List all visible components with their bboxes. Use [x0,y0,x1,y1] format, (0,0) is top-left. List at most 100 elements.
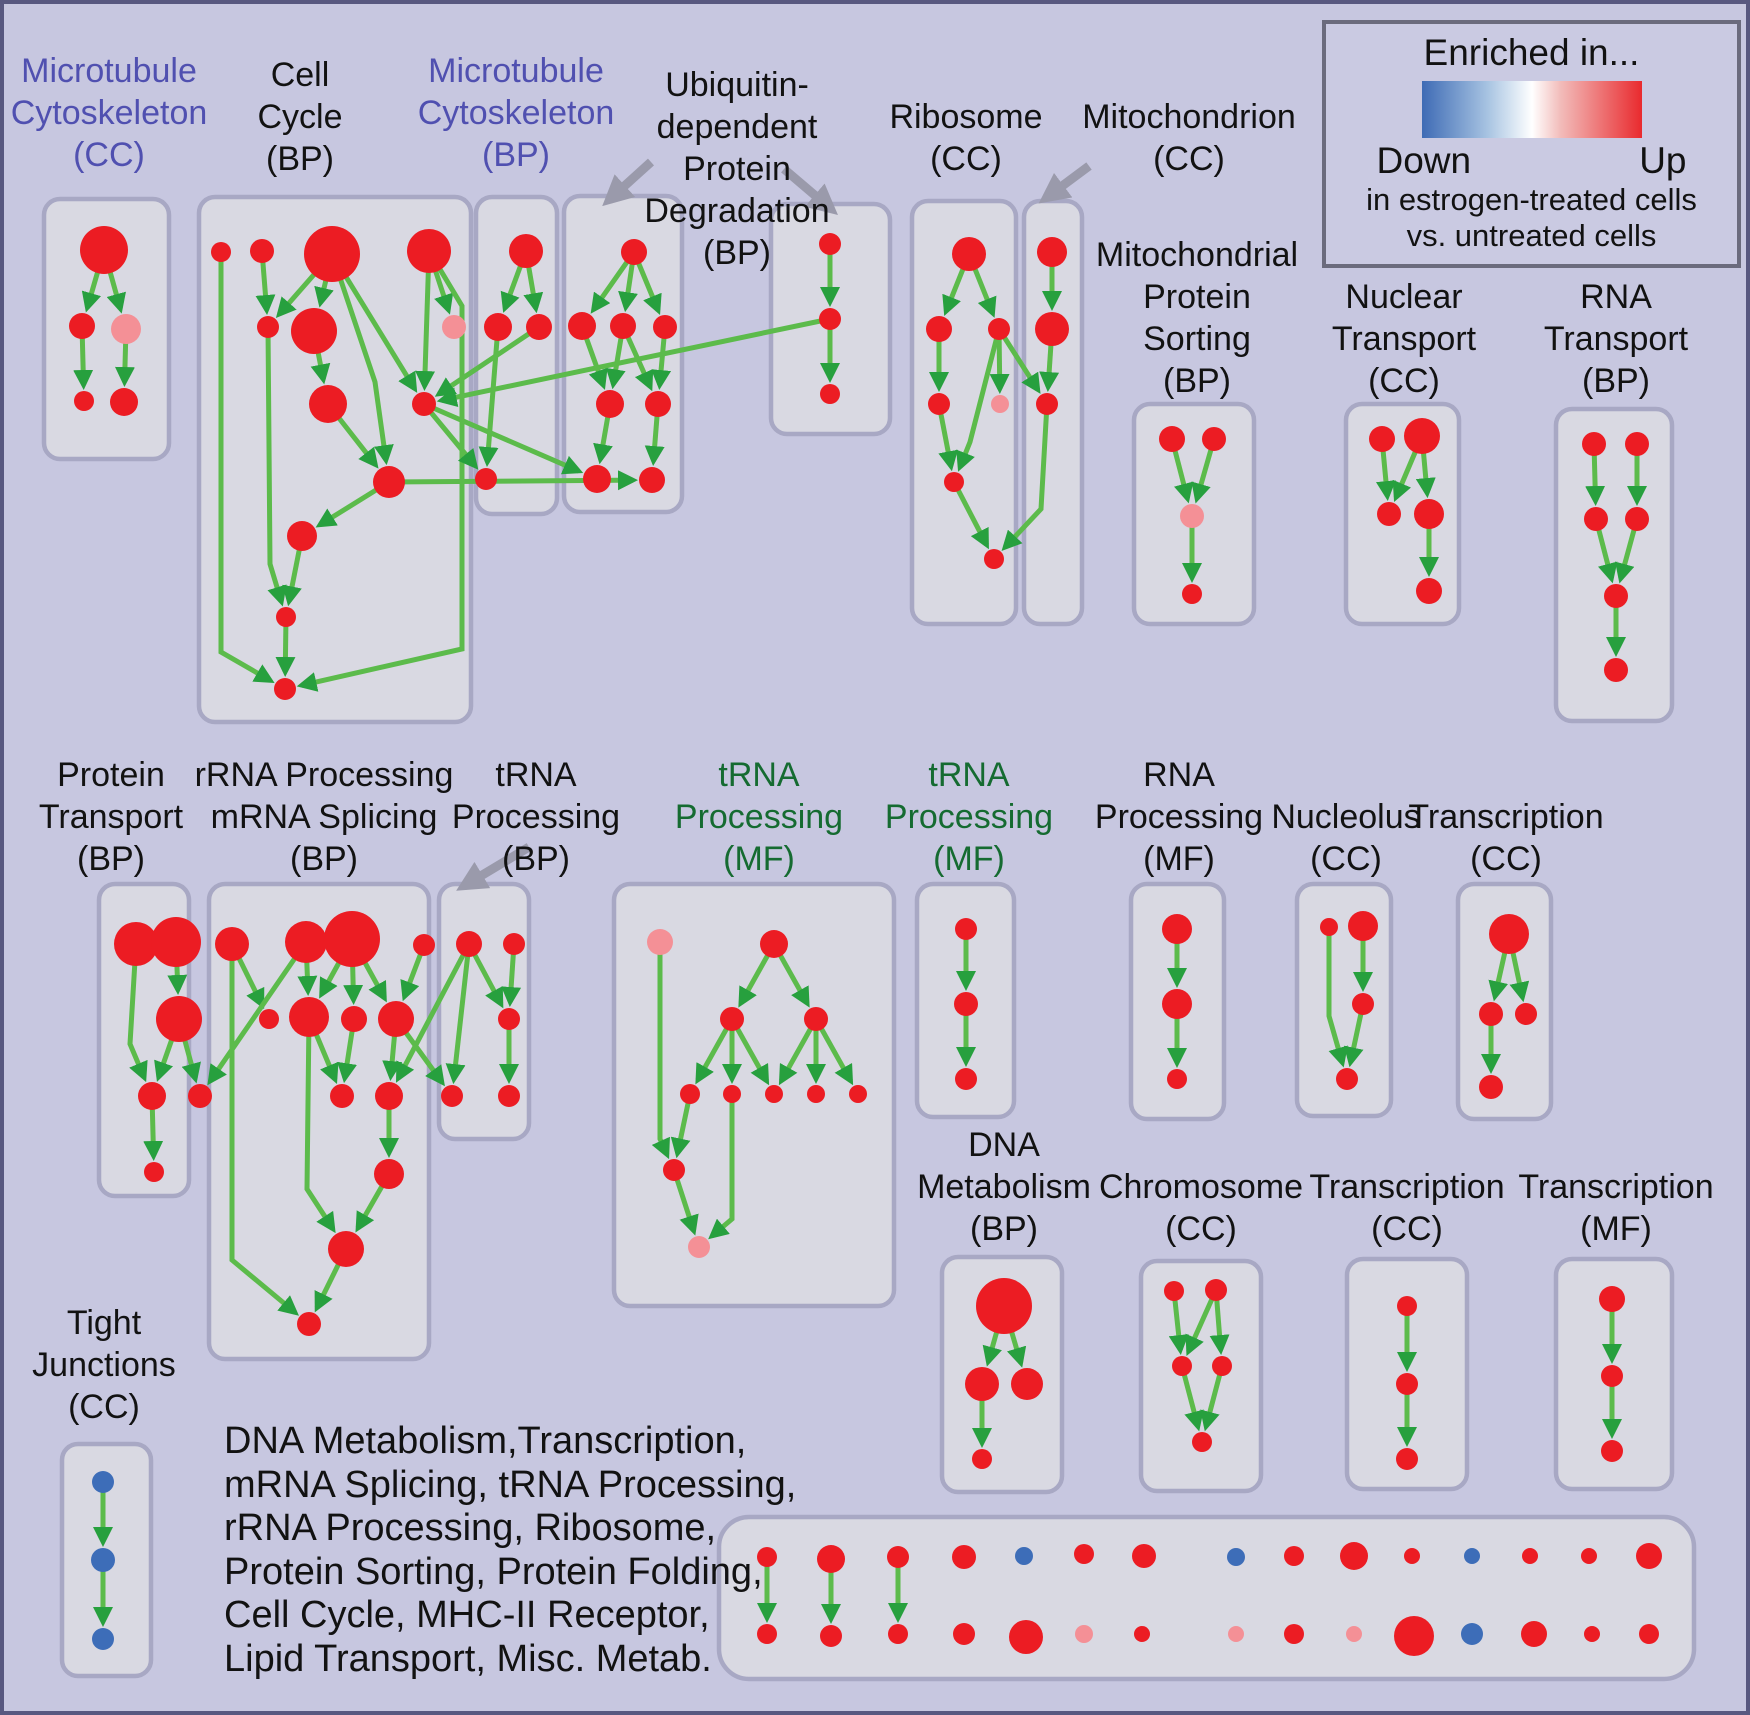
go-term-node-h5 [1192,1432,1212,1452]
go-term-node-c7 [442,315,466,339]
go-term-node-bm3t [887,1546,909,1568]
go-term-node-f3 [610,313,636,339]
label-rrna-line-3: (BP) [290,840,358,878]
label-protein-transport-line-3: (BP) [77,840,145,878]
label-trna-bp-line-2: Processing [452,798,620,836]
go-term-node-g2 [1035,312,1069,346]
go-term-node-bm4t [952,1545,976,1569]
go-term-node-f1 [621,239,647,265]
go-term-node-a1 [80,226,128,274]
go-term-node-r4 [413,934,435,956]
go-term-node-h3 [1172,1356,1192,1376]
go-term-node-s3 [1180,504,1204,528]
label-transcription-cc-bot-line-2: (CC) [1371,1210,1443,1248]
go-term-node-q3 [1167,1069,1187,1089]
layer-labels: Microtubule Cytoskeleton (CC) Cell Cycle (BP)… [11,52,1714,1426]
go-term-node-bm14b [1584,1626,1600,1642]
go-term-node-b6 [944,472,964,492]
cluster-box-chromosome [1138,1258,1264,1494]
diagram-svg: Microtubule Cytoskeleton (CC) Cell Cycle (BP)… [11,52,1714,1682]
legend-subtitle-2: vs. untreated cells [1406,218,1657,253]
go-term-node-bm13b [1521,1621,1547,1647]
go-term-node-f2 [568,312,596,340]
go-term-node-f8 [639,467,665,493]
label-dna-metabolism-line-2: Metabolism [917,1168,1091,1206]
go-term-node-f4 [653,315,677,339]
go-term-node-z1 [819,233,841,255]
go-term-node-j2 [91,1548,115,1572]
go-term-node-h4 [1212,1356,1232,1376]
label-transcription-cc-mid-line-1: Transcription [1408,798,1603,836]
go-term-node-c5 [257,316,279,338]
go-term-node-t3 [498,1008,520,1030]
label-cell-cycle-line-2: Cycle [257,98,342,136]
edge-t1-t4 [445,943,472,1085]
label-microtubule-bp-line-3: (BP) [482,136,550,174]
edge-m1-m10 [651,942,670,1160]
cluster-box-bottom_misc [716,1514,1697,1682]
go-term-node-m11 [688,1236,710,1258]
label-nucleolus-line-2: (CC) [1310,840,1382,878]
go-term-node-bm12t [1464,1548,1480,1564]
label-mito-sorting-line-4: (BP) [1163,362,1231,400]
go-term-node-e4 [475,468,497,490]
go-term-node-bm7b [1134,1626,1150,1642]
label-protein-transport-line-2: Transport [39,798,184,836]
cluster-box-nucleolus [1294,881,1394,1119]
go-term-node-x2 [1601,1365,1623,1387]
edge-m5-m10 [670,1093,693,1159]
go-term-node-o3 [1584,507,1608,531]
go-term-node-p6 [144,1162,164,1182]
legend-gradient-bar [1421,81,1642,138]
go-term-node-t4 [441,1085,463,1107]
go-term-node-r2 [285,921,327,963]
go-term-node-o6 [1604,658,1628,682]
go-term-node-bm9b [1284,1624,1304,1644]
go-term-node-x1 [1599,1286,1625,1312]
go-term-node-n3 [955,1068,977,1090]
go-term-node-bm4b [953,1623,975,1645]
summary-line: Cell Cycle, MHC-II Receptor, [224,1594,710,1636]
edge-e3-c9 [434,324,541,397]
summary-line: rRNA Processing, Ribosome, [224,1507,717,1549]
label-pointer-arrow-2 [781,165,838,215]
go-term-node-bm6t [1074,1544,1094,1564]
edge-e2-e4 [478,326,501,468]
label-chromosome-line-1: Chromosome [1099,1168,1303,1206]
go-term-node-k3 [1377,502,1401,526]
go-term-node-c12 [276,607,296,627]
label-microtubule-bp-line-1: Microtubule [428,52,604,90]
label-pointer-arrow-3 [1038,162,1092,204]
go-term-node-r6 [289,997,329,1037]
label-transcription-cc-bot-line-1: Transcription [1309,1168,1504,1206]
go-term-node-d2 [965,1367,999,1401]
label-trna-mf-1-line-1: tRNA [718,756,800,794]
go-term-node-c3 [304,226,360,282]
label-trna-bp-line-3: (BP) [502,840,570,878]
go-term-node-b3 [988,318,1010,340]
go-term-node-bm8t [1227,1548,1245,1566]
go-term-node-bm11t [1404,1548,1420,1564]
go-term-node-h1 [1164,1281,1184,1301]
label-microtubule-cc-line-3: (CC) [73,136,145,174]
edge-p1-p4 [127,943,148,1083]
go-term-node-k2 [1404,418,1440,454]
go-term-node-h2 [1205,1279,1227,1301]
go-term-node-b2 [926,316,952,342]
label-transcription-mf-bot-line-1: Transcription [1518,1168,1713,1206]
go-term-node-e3 [526,314,552,340]
go-term-node-bm2t [817,1545,845,1573]
go-term-node-d4 [972,1449,992,1469]
go-term-node-g3 [1036,393,1058,415]
go-term-node-z3 [820,384,840,404]
summary-line: Protein Sorting, Protein Folding, [224,1550,763,1593]
label-rna-processing-mf-line-2: Processing [1095,798,1263,836]
legend-up-label: Up [1639,140,1687,181]
label-rrna-line-1: rRNA Processing [195,756,454,794]
go-term-node-z2 [819,308,841,330]
label-mitochondrion-line-1: Mitochondrion [1082,98,1296,136]
label-mitochondrion-line-2: (CC) [1153,140,1225,178]
go-term-node-w3 [1396,1448,1418,1470]
label-nuclear-transport-line-1: Nuclear [1345,278,1462,316]
